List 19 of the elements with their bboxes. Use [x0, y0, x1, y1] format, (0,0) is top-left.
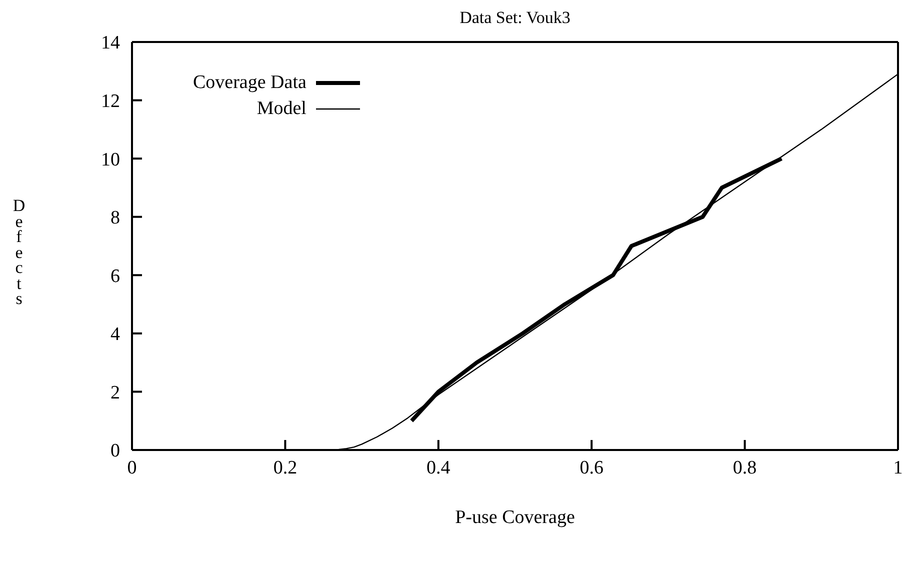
- x-tick-label: 0.6: [580, 457, 604, 478]
- y-axis-title: Defects: [12, 196, 26, 308]
- x-tick-label: 1: [893, 457, 903, 478]
- y-tick-label: 4: [110, 324, 120, 346]
- y-tick-label: 8: [110, 208, 120, 229]
- x-tick-label: 0.2: [273, 457, 298, 478]
- y-tick-label: 12: [101, 91, 120, 112]
- y-tick-label: 6: [110, 266, 120, 287]
- x-axis-title: P-use Coverage: [455, 507, 575, 528]
- y-tick-label: 0: [110, 440, 120, 462]
- x-tick-label: 0.8: [732, 457, 757, 478]
- legend-label: Coverage Data: [193, 72, 306, 94]
- chart-title: Data Set: Vouk3: [458, 8, 572, 28]
- legend-label: Model: [256, 98, 306, 120]
- y-tick-label: 10: [101, 149, 120, 170]
- x-tick-label: 0: [127, 457, 137, 478]
- x-tick-label: 0.4: [426, 457, 451, 478]
- y-tick-label: 2: [110, 382, 120, 404]
- y-tick-label: 14: [101, 32, 120, 54]
